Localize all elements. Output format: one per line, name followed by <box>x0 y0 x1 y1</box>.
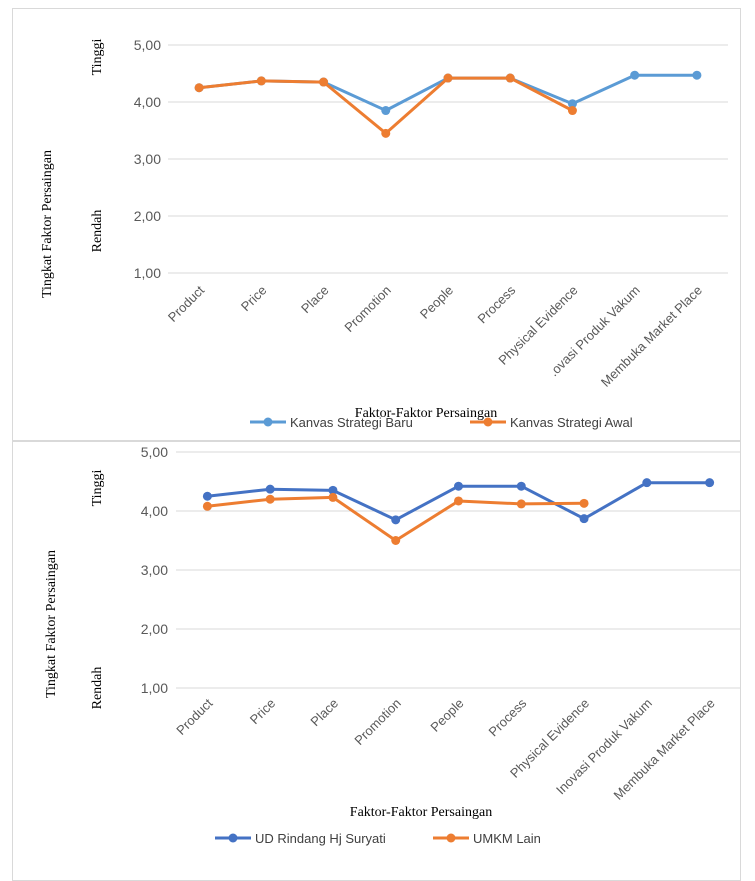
chart-panel-bottom: 1,00 2,00 3,00 4,00 5,00 Product Price Place Pr… <box>12 441 741 881</box>
x-tick-label: Membuka Market Place <box>598 283 705 390</box>
legend-label: Kanvas Strategi Awal <box>510 415 633 430</box>
data-point <box>454 481 463 491</box>
x-tick-label: Process <box>486 695 530 739</box>
data-point <box>194 83 204 93</box>
x-tick-label: Promotion <box>341 283 394 336</box>
data-point <box>567 106 577 116</box>
y-tick-label: 2,00 <box>141 621 168 637</box>
y-tick-label: 3,00 <box>134 151 161 167</box>
data-point <box>265 484 275 494</box>
y-axis-title: Tingkat Faktor Persaingan <box>40 150 55 298</box>
x-tick-label: Process <box>475 282 519 326</box>
data-point <box>381 128 391 138</box>
x-tick-label: Product <box>173 695 216 738</box>
x-axis-title: Faktor-Faktor Persaingan <box>355 406 497 421</box>
data-point <box>328 485 338 495</box>
y-tick-label: 4,00 <box>141 503 168 519</box>
legend-label: UMKM Lain <box>473 831 541 846</box>
legend-swatch-marker <box>263 417 273 427</box>
y-axis-low-label: Rendah <box>90 667 105 710</box>
legend-item-2: Kanvas Strategi Awal <box>470 415 633 430</box>
y-axis-title: Tingkat Faktor Persaingan <box>44 550 59 698</box>
legend-swatch-marker <box>483 417 493 427</box>
x-axis-title: Faktor-Faktor Persaingan <box>350 805 492 820</box>
data-point <box>516 481 526 491</box>
data-point <box>265 494 275 504</box>
data-point <box>202 491 212 501</box>
legend-swatch-marker <box>446 833 456 843</box>
data-point <box>256 76 266 86</box>
data-point <box>202 501 212 511</box>
y-tick-label: 2,00 <box>134 208 161 224</box>
chart-bottom-svg: 1,00 2,00 3,00 4,00 5,00 Product Price Place Pr… <box>44 444 740 846</box>
y-tick-label: 5,00 <box>134 37 161 53</box>
data-point <box>443 73 453 83</box>
legend-item-2: UMKM Lain <box>433 831 541 846</box>
data-point <box>328 492 338 502</box>
y-tick-label: 1,00 <box>134 265 161 281</box>
chart-top-svg: 1,00 2,00 3,00 4,00 5,00 Product Price Place Pr… <box>40 37 728 430</box>
y-tick-label: 3,00 <box>141 562 168 578</box>
data-point <box>692 70 702 80</box>
y-tick-label: 1,00 <box>141 680 168 696</box>
y-axis-high-label: Tinggi <box>90 38 105 75</box>
chart-panel-top: 1,00 2,00 3,00 4,00 5,00 Product Price Place Pr… <box>12 8 741 441</box>
data-point <box>579 514 589 524</box>
data-point <box>381 106 391 116</box>
x-tick-label: Place <box>307 696 341 730</box>
x-tick-label: People <box>427 696 466 735</box>
y-axis-low-label: Rendah <box>90 210 105 253</box>
legend-item-1: Kanvas Strategi Baru <box>250 415 413 430</box>
y-axis-high-label: Tinggi <box>90 469 105 506</box>
y-tick-label: 5,00 <box>141 444 168 460</box>
data-point <box>391 536 401 545</box>
y-tick-label: 4,00 <box>134 94 161 110</box>
data-point <box>391 515 401 525</box>
data-point <box>454 496 463 506</box>
series-line-2 <box>197 76 574 135</box>
legend-item-1: UD Rindang Hj Suryati <box>215 831 386 846</box>
data-point <box>567 99 577 109</box>
data-point <box>319 77 329 87</box>
data-point <box>516 499 526 509</box>
x-tick-label: Promotion <box>351 696 404 749</box>
data-point <box>630 70 640 80</box>
data-point <box>705 478 715 488</box>
x-tick-label: Price <box>247 696 279 728</box>
legend-label: UD Rindang Hj Suryati <box>255 831 386 846</box>
x-tick-label: Membuka Market Place <box>611 696 718 803</box>
data-point <box>505 73 515 83</box>
x-tick-label: People <box>417 283 456 322</box>
x-tick-label: Place <box>298 283 332 317</box>
legend-swatch-marker <box>228 833 238 843</box>
x-tick-label: Product <box>165 282 208 325</box>
data-point <box>642 478 652 488</box>
data-point <box>579 498 589 508</box>
x-tick-label: Price <box>238 283 270 315</box>
legend-label: Kanvas Strategi Baru <box>290 415 413 430</box>
